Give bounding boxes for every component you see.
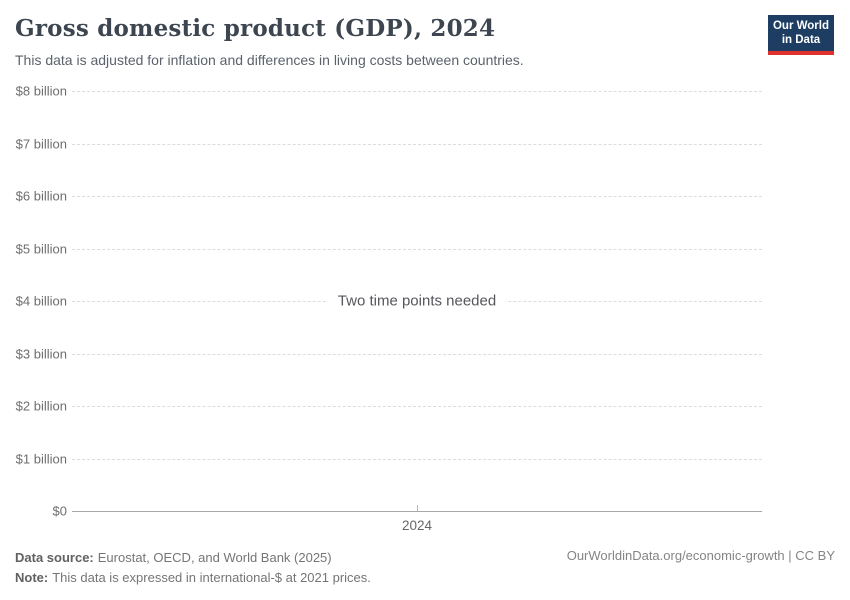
y-axis-tick-label: $2 billion — [15, 398, 67, 414]
y-axis-tick-label: $7 billion — [15, 136, 67, 151]
x-axis-tick-label: 2024 — [401, 518, 433, 533]
gridline — [72, 353, 762, 355]
gridline — [72, 458, 762, 460]
owid-logo[interactable]: Our World in Data — [768, 15, 834, 55]
y-axis-tick-label: $6 billion — [15, 188, 67, 204]
y-axis-tick-label: $1 billion — [15, 451, 67, 466]
y-axis-tick-label: $4 billion — [15, 293, 67, 309]
data-source-line: Data source: Eurostat, OECD, and World Ba… — [15, 548, 371, 568]
owid-logo-line1: Our World — [772, 20, 829, 32]
y-axis-zero-label: $0 — [52, 503, 67, 519]
gridline — [72, 196, 762, 197]
page-title: Gross domestic product (GDP), 2024 — [15, 15, 496, 42]
y-axis-tick-label: $5 billion — [15, 241, 67, 256]
gridline — [72, 248, 762, 250]
chart-subtitle: This data is adjusted for inflation and … — [15, 52, 524, 68]
gridline — [72, 406, 762, 407]
footer-source-note: Data source: Eurostat, OECD, and World Ba… — [15, 548, 371, 588]
note-text: This data is expressed in international-… — [52, 570, 371, 585]
y-axis-tick-label: $8 billion — [15, 83, 67, 99]
gridline — [72, 143, 762, 145]
owid-link[interactable]: OurWorldinData.org/economic-growth | CC … — [566, 548, 835, 563]
empty-chart-message: Two time points needed — [327, 292, 507, 310]
x-axis-line — [72, 511, 762, 512]
note-label: Note: — [15, 570, 49, 585]
x-axis-tick-mark — [417, 505, 418, 511]
note-line: Note: This data is expressed in internati… — [15, 568, 371, 588]
data-source-text: Eurostat, OECD, and World Bank (2025) — [97, 550, 332, 565]
data-source-label: Data source: — [15, 550, 94, 565]
y-axis-tick-label: $3 billion — [15, 346, 67, 361]
owid-logo-line2: in Data — [781, 34, 821, 46]
gridline — [72, 91, 762, 92]
